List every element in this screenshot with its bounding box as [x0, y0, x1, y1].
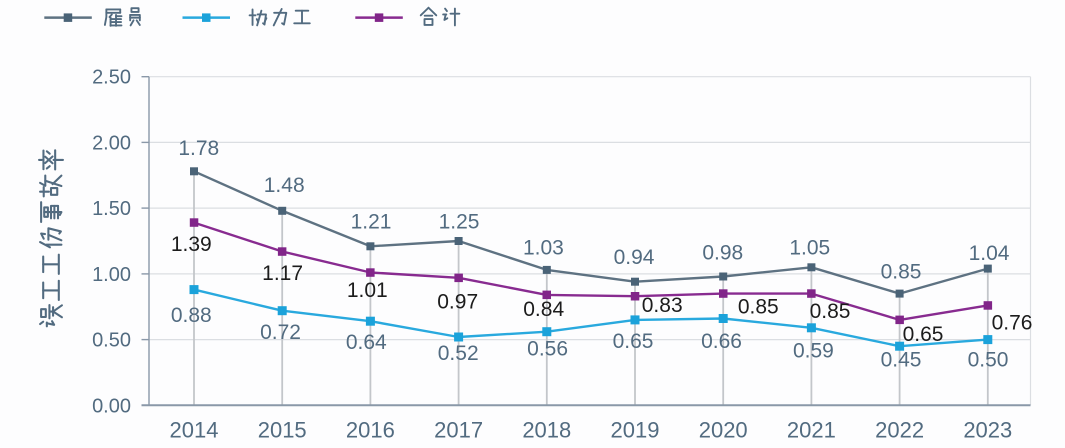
svg-text:0.85: 0.85	[881, 260, 922, 283]
svg-text:1.01: 1.01	[347, 279, 388, 302]
svg-text:1.25: 1.25	[439, 211, 480, 234]
svg-text:1.21: 1.21	[351, 211, 392, 234]
svg-text:0.66: 0.66	[701, 330, 742, 353]
svg-text:1.00: 1.00	[92, 264, 131, 286]
svg-text:0.83: 0.83	[642, 294, 683, 317]
svg-text:1.48: 1.48	[264, 174, 305, 197]
svg-text:0.88: 0.88	[171, 304, 212, 327]
svg-text:0.98: 0.98	[702, 242, 743, 265]
svg-text:1.04: 1.04	[969, 242, 1010, 265]
svg-text:2.50: 2.50	[92, 67, 131, 89]
svg-text:0.72: 0.72	[260, 321, 301, 344]
svg-text:0.85: 0.85	[738, 295, 779, 318]
svg-text:1.39: 1.39	[171, 233, 212, 256]
svg-text:2014: 2014	[170, 417, 219, 442]
svg-text:2015: 2015	[258, 417, 307, 442]
svg-text:1.05: 1.05	[789, 237, 830, 260]
svg-text:0.65: 0.65	[903, 323, 944, 346]
svg-text:0.64: 0.64	[346, 331, 387, 354]
svg-text:2016: 2016	[346, 417, 395, 442]
svg-text:2018: 2018	[522, 417, 571, 442]
svg-text:1.50: 1.50	[92, 198, 131, 220]
svg-text:1.17: 1.17	[262, 262, 303, 285]
svg-text:0.00: 0.00	[92, 395, 131, 417]
svg-text:0.65: 0.65	[613, 330, 654, 353]
svg-text:2019: 2019	[611, 417, 660, 442]
svg-text:0.85: 0.85	[810, 300, 851, 323]
svg-text:0.94: 0.94	[614, 246, 655, 269]
svg-text:0.56: 0.56	[527, 338, 568, 361]
svg-text:0.59: 0.59	[793, 340, 834, 363]
svg-text:0.97: 0.97	[437, 291, 478, 314]
svg-text:0.52: 0.52	[438, 342, 479, 365]
svg-text:2017: 2017	[434, 417, 483, 442]
svg-text:0.84: 0.84	[523, 298, 564, 321]
svg-text:0.50: 0.50	[968, 348, 1009, 371]
svg-text:1.78: 1.78	[178, 137, 219, 160]
svg-text:0.50: 0.50	[92, 330, 131, 352]
svg-text:2021: 2021	[787, 417, 836, 442]
svg-text:2023: 2023	[963, 417, 1012, 442]
svg-text:2022: 2022	[875, 417, 924, 442]
svg-text:0.76: 0.76	[992, 311, 1033, 334]
svg-text:2.00: 2.00	[92, 132, 131, 154]
svg-text:1.03: 1.03	[523, 237, 564, 260]
svg-text:0.45: 0.45	[881, 349, 922, 372]
svg-text:2020: 2020	[699, 417, 748, 442]
